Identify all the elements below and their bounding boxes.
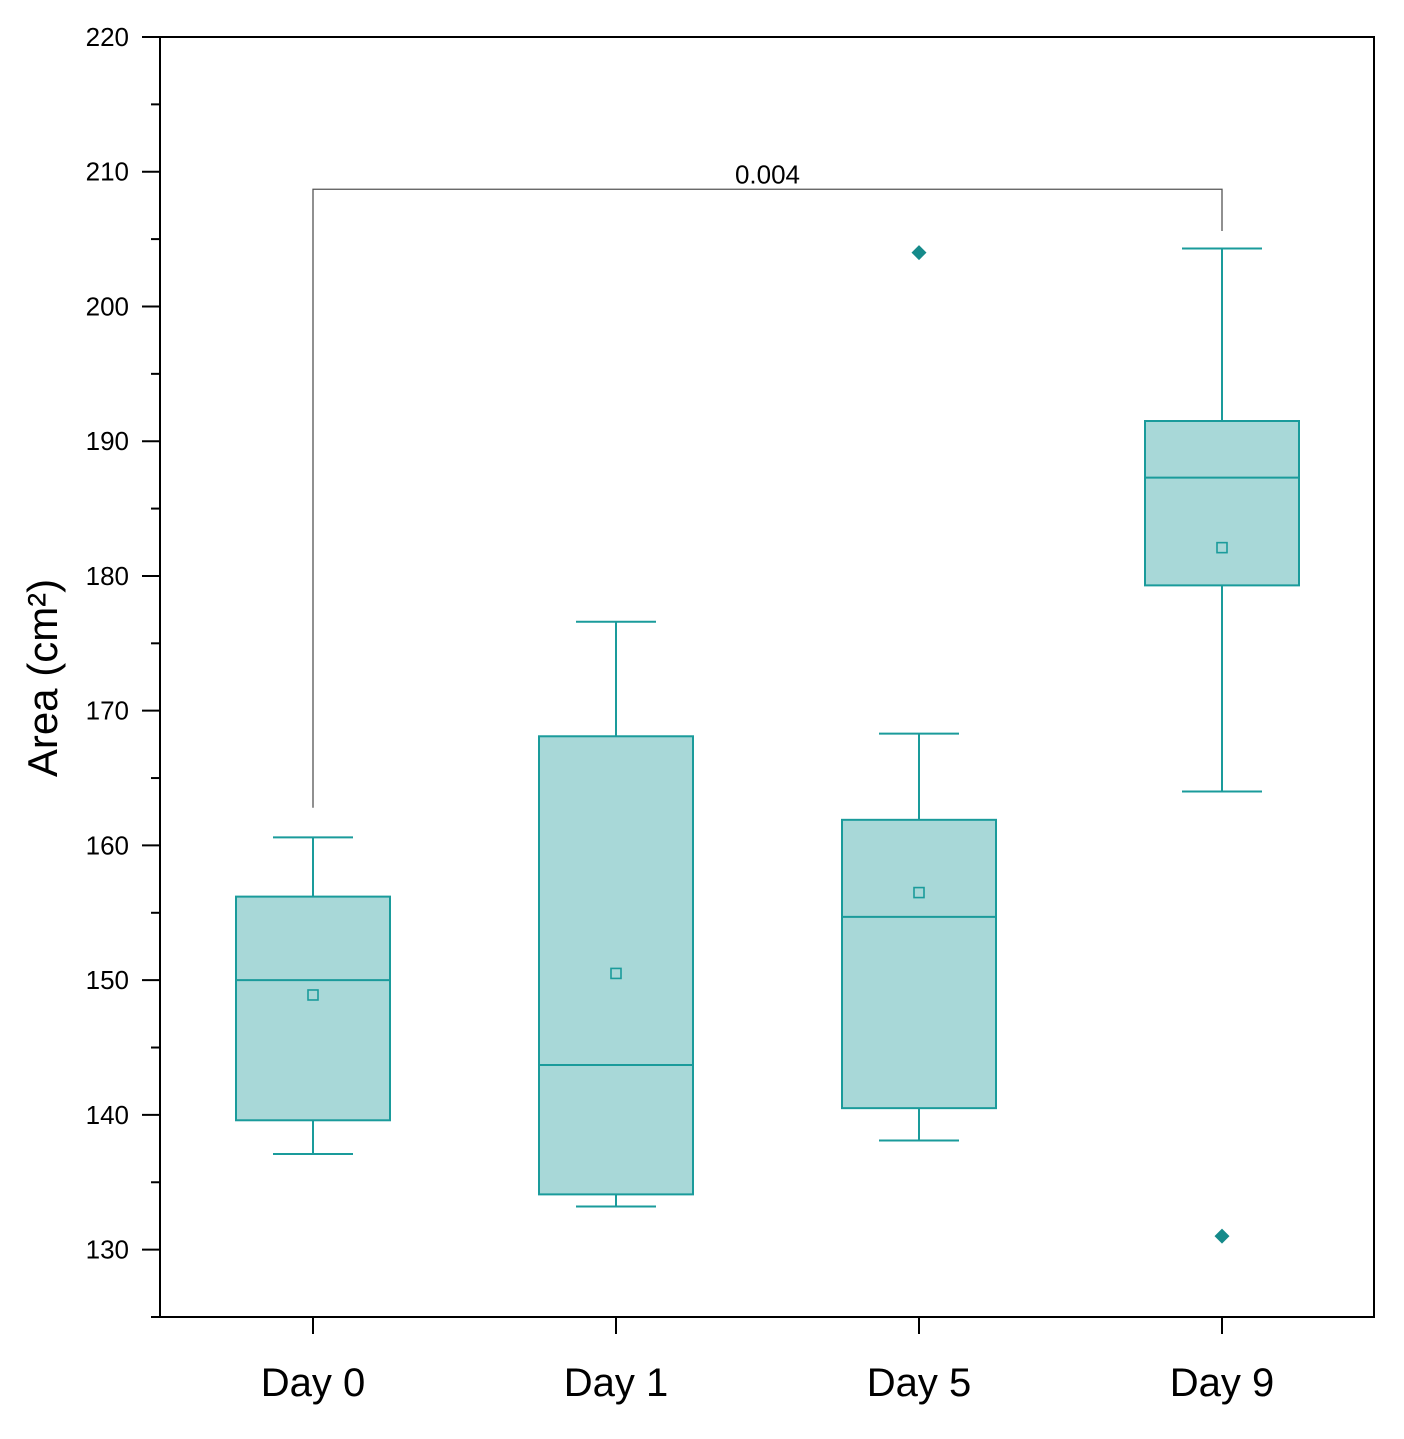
box-day-0 [235,836,391,1155]
y-tick-label: 220 [86,22,129,52]
x-tick-label: Day 0 [261,1361,366,1405]
y-axis-title: Area (cm²) [19,579,66,777]
x-tick-label: Day 1 [564,1361,669,1405]
mean-marker [1216,541,1228,554]
iqr-box [841,818,997,1110]
y-tick-label: 130 [86,1235,129,1265]
plot-frame [159,36,1375,1318]
x-tick-label: Day 9 [1170,1361,1275,1405]
mean-marker [610,967,622,980]
mean-marker [913,886,925,899]
x-axis-ticks: Day 0 Day 1 Day 5 Day 9 [261,1317,1275,1405]
y-axis-ticks: 130 140 150 160 170 180 190 200 210 220 [86,22,160,1318]
y-tick-label: 200 [86,291,129,321]
box-day-5 [841,245,997,1142]
y-tick-label: 160 [86,830,129,860]
y-tick-label: 140 [86,1100,129,1130]
outlier-point [911,245,927,261]
box-day-1 [538,620,694,1208]
mean-marker [307,989,319,1001]
iqr-box [538,735,694,1196]
x-tick-label: Day 5 [867,1361,972,1405]
iqr-box [235,895,391,1122]
significance-p-value: 0.004 [735,159,800,189]
plot-border [159,36,1375,1318]
significance-annotation: 0.004 [312,159,1223,808]
outlier-point [1214,1228,1230,1244]
y-tick-label: 210 [86,157,129,187]
box-series [235,245,1300,1244]
y-tick-label: 180 [86,561,129,591]
box-day-9 [1144,247,1300,1244]
iqr-box [1144,420,1300,587]
y-tick-label: 150 [86,965,129,995]
y-tick-label: 190 [86,426,129,456]
significance-bracket [312,188,1223,808]
y-tick-label: 170 [86,696,129,726]
